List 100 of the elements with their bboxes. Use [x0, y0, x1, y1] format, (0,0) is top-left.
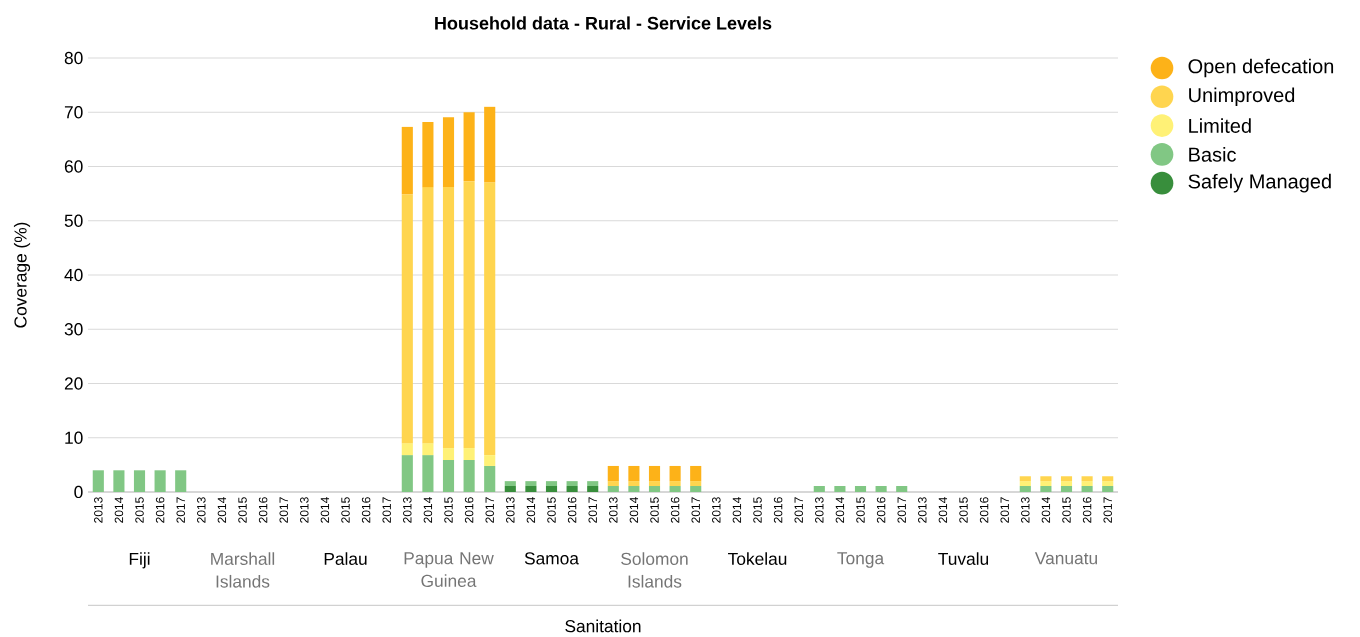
x-tick-label: 2017	[794, 497, 803, 523]
x-tick-label: 2017	[382, 497, 391, 523]
x-tick-label: 2013	[815, 497, 824, 523]
y-tick-label: 10	[65, 431, 83, 444]
x-tick-label: 2017	[279, 497, 288, 523]
bar	[628, 481, 640, 487]
bar	[813, 486, 825, 493]
x-tick-label: 2014	[1041, 497, 1051, 523]
x-tick-label: 2014	[732, 497, 742, 523]
text: Marshall Islands	[211, 552, 275, 588]
text: Fiji	[129, 552, 150, 569]
bar	[401, 194, 413, 444]
x-tick-label: 2013	[712, 497, 721, 523]
x-tick-label: 2014	[217, 497, 227, 523]
x-tick-label: 2016	[670, 497, 680, 523]
y-tick-label: 30	[64, 323, 83, 336]
x-tick-label: 2014	[629, 497, 639, 523]
bar	[442, 117, 455, 188]
x-tick-label: 2016	[876, 497, 886, 523]
bar	[525, 486, 537, 493]
x-tick-label: 2016	[567, 497, 577, 523]
y-tick-label: 80	[64, 51, 83, 65]
x-tick-label: 2013	[403, 497, 412, 523]
text: Tonga	[837, 552, 885, 568]
bar	[1019, 486, 1031, 493]
y-axis-title: Coverage (%)	[13, 222, 31, 328]
bar	[1060, 481, 1073, 487]
bar	[566, 481, 578, 487]
bar	[1060, 476, 1073, 482]
x-tick-label: 2017	[691, 497, 700, 523]
bar	[484, 182, 496, 456]
bar	[463, 181, 475, 449]
bar	[1019, 481, 1031, 487]
bar	[545, 481, 558, 487]
x-tick-label: 2016	[258, 497, 268, 523]
bar	[669, 481, 681, 487]
text: Samoa	[524, 552, 579, 565]
x-tick-label: 2016	[464, 497, 474, 523]
x-tick-label: 2013	[609, 497, 618, 523]
bar	[401, 126, 413, 195]
x-tick-label: 2013	[94, 497, 103, 523]
bar	[1040, 481, 1052, 487]
bar	[628, 466, 640, 482]
x-tick-label: 2016	[979, 497, 989, 523]
x-tick-label: 2017	[176, 497, 185, 523]
y-tick-label: 40	[64, 268, 83, 282]
chart-title: Household data - Rural - Service Levels	[435, 16, 772, 30]
bar	[525, 481, 537, 487]
x-tick-label: 2016	[773, 497, 783, 523]
bar	[422, 187, 434, 444]
x-tick-label: 2015	[238, 497, 247, 523]
x-tick-label: 2015	[753, 497, 762, 523]
bar	[401, 455, 413, 493]
x-tick-label: 2017	[1103, 497, 1112, 523]
bar	[154, 470, 166, 493]
bar	[669, 486, 681, 493]
text: Vanuatu	[1034, 552, 1097, 565]
y-tick-label: 60	[64, 160, 83, 173]
bar	[587, 486, 599, 493]
bar	[648, 466, 661, 482]
x-tick-label: 2014	[526, 497, 536, 523]
bar	[854, 486, 867, 493]
bar	[607, 481, 619, 487]
x-tick-label: 2016	[1082, 497, 1092, 523]
y-tick-label: 70	[64, 106, 83, 119]
bar	[607, 466, 619, 482]
text: Papua New Guinea	[404, 552, 494, 588]
bar	[1081, 481, 1093, 487]
x-tick-label: 2014	[320, 497, 330, 523]
x-tick-label: 2015	[1062, 497, 1071, 523]
bar	[504, 481, 516, 487]
x-tick-label: 2013	[918, 497, 927, 523]
text: Palau	[324, 552, 367, 566]
y-tick-label: 20	[64, 377, 83, 390]
legend-label: Safely Managed	[1188, 173, 1331, 193]
x-tick-label: 2015	[341, 497, 350, 523]
bar	[1040, 476, 1052, 482]
x-tick-label: 2017	[485, 497, 494, 523]
text: Solomon Islands	[621, 552, 688, 588]
x-tick-label: 2017	[1000, 497, 1009, 523]
bar	[648, 486, 661, 493]
x-tick-label: 2014	[938, 497, 948, 523]
bar	[1102, 476, 1114, 482]
bar	[484, 455, 496, 467]
bar	[1081, 476, 1093, 482]
bar	[1081, 486, 1093, 493]
x-tick-label: 2015	[959, 497, 968, 523]
x-tick-label: 2015	[856, 497, 865, 523]
bar	[463, 448, 475, 461]
bar	[566, 486, 578, 493]
bar	[463, 460, 475, 493]
legend-label: Unimproved	[1189, 87, 1295, 107]
bar	[504, 486, 516, 493]
x-tick-label: 2013	[197, 497, 206, 523]
bar	[92, 470, 104, 493]
bar	[545, 486, 558, 493]
bar	[463, 112, 475, 182]
bar	[834, 486, 846, 493]
bar	[607, 486, 619, 493]
bar	[484, 466, 496, 493]
